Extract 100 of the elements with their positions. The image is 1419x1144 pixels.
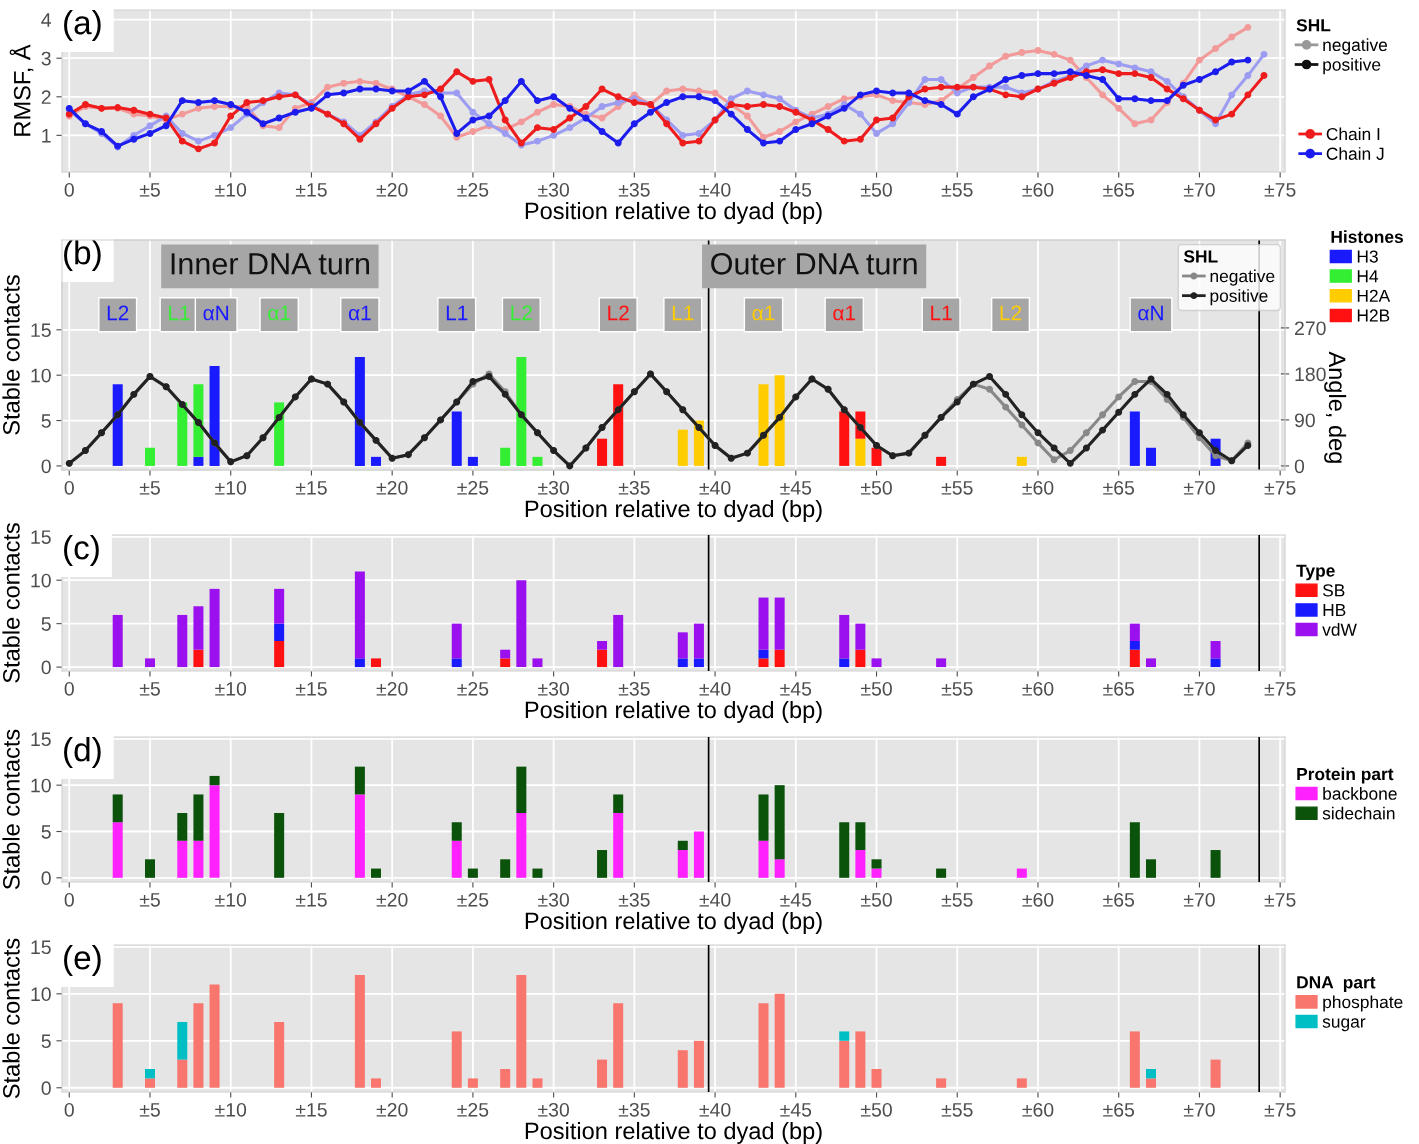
bar [1129,411,1140,466]
y-tick-label: 4 [41,13,52,27]
y2-tick-label: 0 [1294,459,1305,474]
y-tick-label: 10 [31,573,51,588]
bar [871,859,882,869]
bar [532,658,543,668]
bar [774,785,785,860]
x-tick-label: ±20 [376,892,408,907]
bar [871,1068,882,1088]
y-tick-label: 0 [41,459,51,474]
legend-label: H2A [1357,289,1391,302]
bar [177,840,188,878]
x-tick-label: ±10 [215,892,247,907]
annotation: L2 [107,305,129,321]
x-tick-label: ±65 [1103,1102,1135,1117]
x-tick-label: ±55 [941,481,973,495]
x-axis-title: Position relative to dyad (bp) [525,700,822,723]
x-tick-label: ±55 [941,682,973,696]
bar [209,366,220,466]
bar [693,831,704,878]
bar [193,384,204,457]
x-tick-label: ±25 [457,182,489,197]
legend-label: vdW [1322,623,1357,636]
bar [451,840,462,878]
x-tick-label: ±45 [780,682,812,696]
x-tick-label: ±45 [780,183,812,197]
x-tick-label: ±5 [139,682,160,696]
x-tick-label: ±50 [860,892,892,907]
x-tick-label: ±25 [457,681,489,696]
bar [177,1022,188,1060]
x-tick-label: ±5 [139,481,160,495]
bar [677,658,688,668]
x-tick-label: ±40 [699,182,731,197]
annotation: αN [203,305,229,321]
x-tick-label: ±10 [215,182,247,197]
bar [758,1003,769,1088]
bar [500,859,511,878]
y-tick-label: 3 [41,51,51,66]
bar [516,580,527,668]
legend-label: H3 [1357,250,1378,263]
x-tick-label: ±35 [618,182,650,197]
bar [193,649,204,668]
bar [693,1040,704,1088]
text: positive [1323,57,1381,75]
legend-title: Protein part [1297,767,1394,784]
bar [1210,1059,1221,1088]
bar [516,357,527,466]
bar [855,438,866,466]
bar [774,649,785,668]
bar [855,822,866,851]
bar [371,868,382,878]
x-tick-label: ±30 [538,182,570,197]
bar [1145,859,1156,878]
x-axis-title: Position relative to dyad (bp) [525,499,822,522]
x-tick-label: ±20 [376,1102,408,1117]
x-tick-label: ±60 [1022,892,1054,907]
x-tick-label: ±15 [295,183,327,197]
bar [1129,649,1140,668]
y-axis-title: Stable contacts [2,729,20,890]
x-tick-label: ±50 [860,1102,892,1117]
annotation: α1 [752,305,775,321]
y-tick-label: 2 [41,90,51,104]
y-tick-label: 15 [31,732,51,747]
y-tick-label: 5 [41,617,51,631]
bar [613,812,624,878]
x-tick-label: ±60 [1022,480,1054,495]
bar [209,588,220,668]
x-tick-label: ±65 [1103,480,1135,495]
x-tick-label: ±40 [699,1102,731,1117]
bar [597,1059,608,1088]
chart-title: (c) [64,535,99,567]
bar [1016,868,1027,878]
annotation: L1 [169,305,190,321]
x-axis-title: Position relative to dyad (bp) [525,1121,822,1144]
bar [758,597,769,650]
bar [451,411,462,466]
y-tick-label: 0 [41,660,51,675]
legend-label: sugar [1322,1018,1366,1032]
bar [855,649,866,668]
bar [532,456,543,466]
bar [516,766,527,813]
bar [677,429,688,466]
legend-label: SB [1322,584,1345,597]
bar [274,588,285,624]
bar [1129,623,1140,642]
x-tick-label: ±75 [1264,481,1296,495]
x-tick-label: ±35 [618,892,650,907]
y-tick-label: 5 [41,414,51,428]
bar [693,658,704,668]
x-tick-label: ±15 [295,481,327,495]
bar [597,850,608,878]
bar [774,597,785,650]
bar [193,794,204,841]
bar [936,456,947,466]
x-tick-label: ±35 [618,681,650,696]
x-tick-label: ±75 [1264,682,1296,696]
bar [1016,1078,1027,1088]
y2-axis-title: Angle, deg [1324,351,1347,463]
bar [855,850,866,878]
x-tick-label: 0 [64,480,74,495]
